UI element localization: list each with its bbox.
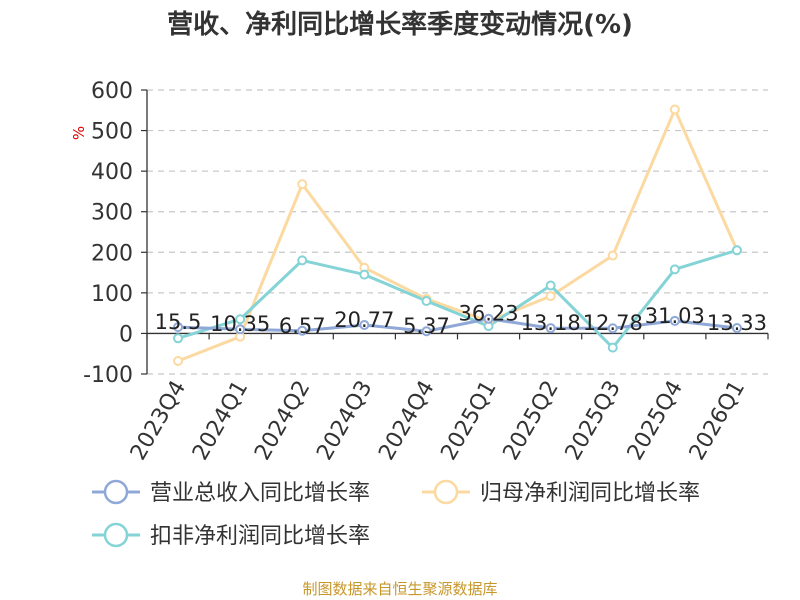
y-ticks: -100 0 100 200 300 400 500 600 [83, 79, 147, 388]
data-labels: 15.5 10.35 6.57 20.77 5.37 36.23 13.18 12.78 31.… [155, 302, 767, 339]
data-point [607, 250, 618, 261]
y-tick-label: 0 [119, 322, 133, 347]
y-axis-unit: % [70, 126, 88, 140]
data-label: 10.35 [210, 312, 270, 336]
data-label: 13.33 [707, 311, 767, 335]
series-layer [173, 104, 742, 367]
data-label: 12.78 [583, 311, 643, 335]
data-point [669, 315, 680, 326]
x-tick-label: 2024Q1 [188, 377, 253, 465]
x-tick-label: 2025Q4 [623, 377, 688, 465]
data-point [607, 323, 618, 334]
data-label: 5.37 [403, 314, 450, 338]
y-tick-label: 200 [91, 241, 133, 266]
x-tick-label: 2025Q1 [436, 377, 501, 465]
series-line [177, 107, 739, 363]
x-tick-label: 2024Q4 [374, 377, 439, 465]
data-point [545, 280, 556, 291]
y-tick-label: 100 [91, 282, 133, 307]
data-point [359, 269, 370, 280]
data-point [731, 323, 742, 334]
data-point [297, 179, 308, 190]
y-tick-label: 600 [91, 79, 133, 104]
data-label: 36.23 [458, 302, 518, 326]
data-point [297, 255, 308, 266]
data-point [421, 295, 432, 306]
x-tick-label: 2026Q1 [685, 377, 750, 465]
data-label: 15.5 [155, 310, 202, 334]
x-tick-label: 2025Q3 [561, 377, 626, 465]
data-point [545, 291, 556, 302]
data-point [483, 313, 494, 324]
legend-label[interactable]: 营业总收入同比增长率 [150, 481, 370, 506]
series-line [177, 248, 738, 350]
legend-swatch-marker [103, 522, 129, 548]
y-tick-label: -100 [83, 363, 133, 388]
data-point [297, 325, 308, 336]
data-point [669, 104, 680, 115]
x-ticks: 2023Q42024Q12024Q22024Q32024Q42025Q12025… [126, 333, 769, 465]
data-point [607, 342, 618, 353]
data-label: 20.77 [334, 308, 394, 332]
data-point [173, 356, 184, 367]
grid [147, 89, 768, 375]
data-point [669, 264, 680, 275]
y-tick-label: 400 [91, 160, 133, 185]
legend-label[interactable]: 扣非净利润同比增长率 [150, 524, 370, 549]
data-point [235, 324, 246, 335]
y-tick-label: 500 [91, 120, 133, 145]
data-point [235, 314, 246, 325]
series-line [177, 317, 738, 333]
y-tick-label: 300 [91, 201, 133, 226]
x-tick-label: 2025Q2 [499, 377, 564, 465]
legend-swatch-marker [103, 479, 129, 505]
data-point [731, 245, 742, 256]
data-label: 13.18 [521, 311, 581, 335]
data-point [173, 322, 184, 333]
chart-title: 营收、净利同比增长率季度变动情况(%) [167, 9, 633, 40]
data-label: 6.57 [279, 314, 326, 338]
source-note: 制图数据来自恒生聚源数据库 [302, 580, 497, 598]
data-point [173, 333, 184, 344]
legend-swatch-marker [433, 479, 459, 505]
data-label: 31.03 [645, 304, 705, 328]
data-point [421, 326, 432, 337]
x-tick-label: 2024Q3 [312, 377, 377, 465]
data-point [545, 323, 556, 334]
data-point [359, 320, 370, 331]
x-tick-label: 2024Q2 [250, 377, 315, 465]
x-tick-label: 2023Q4 [126, 377, 191, 465]
legend-label[interactable]: 归母净利润同比增长率 [480, 481, 700, 506]
